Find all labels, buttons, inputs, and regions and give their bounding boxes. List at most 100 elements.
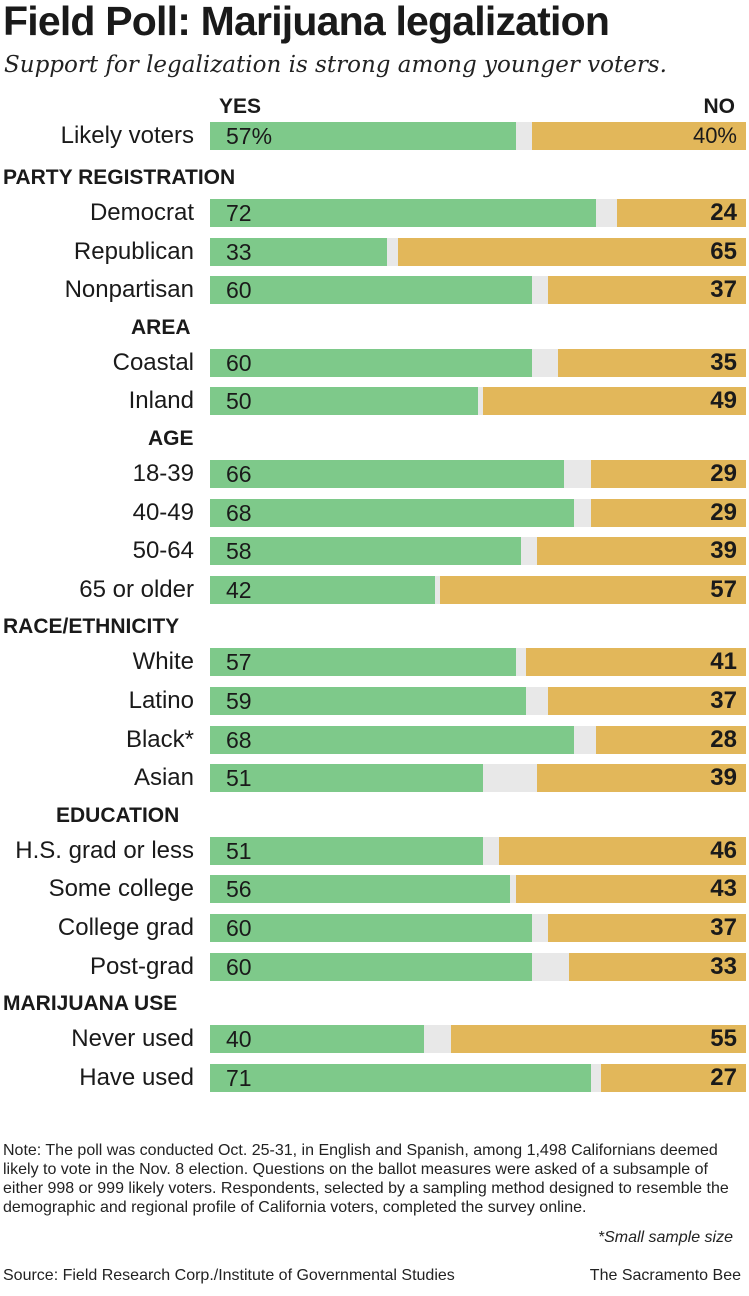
publisher-credit: The Sacramento Bee (589, 1267, 741, 1284)
category-label-white: White (132, 648, 194, 676)
no-bar-democrat (617, 199, 746, 227)
category-label-post-grad: Post-grad (89, 952, 194, 980)
no-value-label: 57 (710, 575, 737, 603)
yes-value-label: 57 (226, 649, 252, 676)
no-bar-latino (547, 687, 746, 715)
source-credit: Source: Field Research Corp./Institute o… (3, 1267, 455, 1284)
section-header-race-ethnicity: RACE/ETHNICITY (3, 615, 180, 639)
category-label-never-used: Never used (71, 1025, 194, 1053)
category-label-some-college: Some college (48, 875, 194, 903)
bar-row-some-college: 56 43 (210, 875, 746, 904)
category-label-40-49: 40-49 (132, 498, 194, 526)
category-label-inland: Inland (128, 387, 194, 415)
no-bar-inland (483, 387, 746, 416)
no-value-label: 46 (710, 836, 737, 864)
category-label-coastal: Coastal (112, 348, 194, 376)
no-bar-post-grad (569, 952, 746, 981)
no-value-label: 37 (710, 914, 737, 941)
no-bar-white (526, 648, 746, 677)
bar-row-asian: 51 39 (210, 764, 746, 793)
yes-bar-asian (210, 764, 484, 793)
yes-bar-18-39 (210, 460, 564, 488)
yes-value-label: 56 (226, 876, 252, 903)
section-header-party-registration: PARTY REGISTRATION (3, 166, 236, 189)
no-bar-never-used (451, 1025, 746, 1054)
category-label-black: Black* (125, 725, 194, 753)
yes-value-label: 66 (226, 461, 252, 487)
no-bar-asian (536, 764, 746, 793)
yes-value-label: 51 (226, 837, 252, 864)
category-label-18-39: 18-39 (132, 460, 194, 487)
yes-bar-college-grad (210, 914, 532, 942)
small-sample-footnote: *Small sample size (597, 1229, 733, 1246)
no-bar-have-used (601, 1063, 746, 1092)
category-label-65-or-older: 65 or older (79, 575, 194, 603)
yes-bar-latino (210, 687, 527, 715)
no-value-label: 49 (710, 387, 737, 415)
no-value-label: 33 (710, 952, 737, 980)
category-label-50-64: 50-64 (132, 537, 194, 565)
bar-row-republican: 33 65 (210, 237, 746, 266)
yes-value-label: 58 (226, 538, 252, 565)
yes-bar-65-or-older (210, 575, 436, 604)
yes-bar-democrat (210, 199, 596, 227)
yes-value-label: 59 (226, 688, 252, 714)
section-header-marijuana-use: MARIJUANA USE (3, 992, 178, 1016)
section-header-age: AGE (148, 427, 194, 450)
bar-row-have-used: 71 27 (210, 1063, 746, 1092)
yes-value-label: 60 (226, 915, 252, 941)
no-value-label: 27 (710, 1063, 737, 1091)
yes-value-label: 68 (226, 499, 252, 526)
bar-row-nonpartisan: 60 37 (210, 276, 746, 305)
bar-row-65-or-older: 42 57 (210, 575, 746, 604)
no-value-label: 29 (710, 460, 737, 487)
category-label-h-s-grad-or-less: H.S. grad or less (15, 836, 194, 864)
bar-row-white: 57 41 (210, 648, 746, 677)
category-label-have-used: Have used (79, 1063, 194, 1091)
yes-bar-40-49 (210, 498, 575, 527)
yes-value-label: 33 (226, 238, 252, 265)
bar-row-h-s-grad-or-less: 51 46 (210, 836, 746, 865)
yes-column-header: YES (219, 95, 262, 118)
no-bar-40-49 (590, 498, 746, 527)
chart-title: Field Poll: Marijuana legalization (3, 0, 610, 44)
yes-bar-some-college (210, 875, 511, 904)
bar-row-18-39: 66 29 (210, 460, 746, 488)
no-value-label: 41 (710, 648, 737, 676)
no-value-label: 35 (710, 348, 737, 376)
no-value-label: 55 (710, 1025, 737, 1053)
no-bar-coastal (558, 348, 746, 377)
no-bar-50-64 (536, 537, 746, 566)
no-bar-black (595, 725, 746, 754)
no-value-label: 39 (710, 764, 737, 792)
yes-bar-50-64 (210, 537, 521, 566)
no-bar-18-39 (590, 460, 746, 488)
bar-row-black: 68 28 (210, 725, 746, 754)
yes-value-label: 60 (226, 349, 252, 376)
yes-value-label: 71 (226, 1064, 252, 1091)
bar-row-never-used: 40 55 (210, 1025, 746, 1054)
bar-row-inland: 50 49 (210, 387, 746, 416)
bar-row-post-grad: 60 33 (210, 952, 746, 981)
no-value-label: 28 (710, 725, 737, 753)
category-label-nonpartisan: Nonpartisan (64, 276, 194, 304)
yes-bar-likely-voters (210, 122, 516, 150)
chart-subtitle: Support for legalization is strong among… (4, 52, 667, 78)
yes-bar-have-used (210, 1063, 591, 1092)
yes-bar-black (210, 725, 575, 754)
yes-bar-inland (210, 387, 478, 416)
no-bar-college-grad (547, 914, 746, 942)
bar-row-coastal: 60 35 (210, 348, 746, 377)
methodology-note: Note: The poll was conducted Oct. 25-31,… (3, 1142, 729, 1216)
yes-bar-post-grad (210, 952, 532, 981)
no-bar-likely-voters (531, 122, 746, 150)
section-header-education: EDUCATION (56, 803, 180, 827)
yes-value-label: 42 (226, 576, 252, 603)
yes-value-label: 60 (226, 953, 252, 980)
bar-row-50-64: 58 39 (210, 537, 746, 566)
bar-row-likely-voters: 57% 40% (210, 122, 746, 150)
section-header-area: AREA (131, 315, 191, 339)
no-value-label: 43 (710, 875, 737, 903)
yes-bar-republican (210, 237, 387, 266)
yes-value-label: 60 (226, 277, 252, 304)
